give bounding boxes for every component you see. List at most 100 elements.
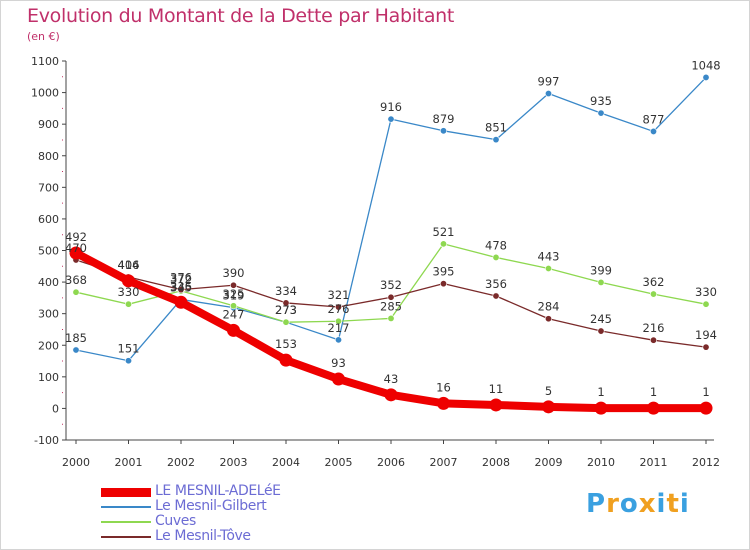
data-point bbox=[227, 323, 240, 337]
data-point bbox=[492, 136, 500, 144]
data-point bbox=[125, 357, 133, 365]
data-label: 276 bbox=[328, 302, 350, 316]
chart-title: Evolution du Montant de la Dette par Hab… bbox=[27, 5, 455, 27]
data-label: 492 bbox=[65, 230, 87, 244]
data-label: 521 bbox=[433, 225, 455, 239]
data-point bbox=[647, 401, 660, 415]
legend-swatch bbox=[101, 521, 151, 523]
data-point bbox=[174, 295, 188, 309]
data-label: 1048 bbox=[691, 58, 720, 72]
data-point bbox=[492, 292, 500, 300]
y-tick-label: 800 bbox=[38, 150, 59, 163]
data-point bbox=[649, 127, 657, 135]
x-tick-label: 2007 bbox=[430, 456, 458, 469]
y-tick-label: 200 bbox=[38, 339, 59, 352]
data-point bbox=[230, 302, 238, 310]
logo-letter: t bbox=[666, 489, 680, 519]
logo-letter: o bbox=[619, 489, 639, 519]
chart-unit-label: (en €) bbox=[27, 30, 60, 43]
data-point bbox=[649, 336, 657, 344]
data-label: 399 bbox=[590, 263, 612, 277]
data-label: 390 bbox=[223, 266, 245, 280]
data-point bbox=[72, 346, 80, 354]
data-label: 93 bbox=[331, 356, 346, 370]
data-label: 151 bbox=[118, 342, 140, 356]
data-point bbox=[439, 280, 447, 288]
data-label: 185 bbox=[65, 331, 87, 345]
legend-label: Le Mesnil-Tôve bbox=[155, 528, 251, 544]
data-point bbox=[702, 73, 710, 81]
data-label: 935 bbox=[590, 94, 612, 108]
logo-letter: i bbox=[656, 489, 667, 519]
data-label: 395 bbox=[433, 265, 455, 279]
data-point bbox=[72, 288, 80, 296]
data-label: 352 bbox=[380, 278, 402, 292]
chart-axes: -100 0 100 200 300 400 500 600 700 800 900 1000 1100… bbox=[31, 55, 720, 469]
series-layer bbox=[69, 73, 713, 415]
data-label: 273 bbox=[275, 303, 297, 317]
data-label: 194 bbox=[695, 328, 717, 342]
data-label: 273 bbox=[275, 303, 297, 317]
data-label: 330 bbox=[118, 285, 140, 299]
x-tick-label: 2009 bbox=[535, 456, 563, 469]
data-point bbox=[387, 115, 395, 123]
data-label: 443 bbox=[538, 250, 560, 264]
data-point bbox=[387, 293, 395, 301]
data-label: 376 bbox=[170, 271, 192, 285]
data-label: 11 bbox=[489, 382, 504, 396]
y-tick-label: 1000 bbox=[31, 87, 59, 100]
data-point bbox=[649, 290, 657, 298]
data-label: 325 bbox=[223, 287, 245, 301]
x-tick-label: 2002 bbox=[167, 456, 195, 469]
data-point bbox=[332, 372, 345, 386]
data-label: 879 bbox=[433, 112, 455, 126]
data-label: 356 bbox=[485, 277, 507, 291]
data-label: 216 bbox=[643, 321, 665, 335]
y-tick-label: 400 bbox=[38, 276, 59, 289]
data-label: 285 bbox=[380, 299, 402, 313]
x-tick-label: 2011 bbox=[640, 456, 668, 469]
legend-swatch bbox=[101, 536, 151, 538]
data-label: 321 bbox=[328, 288, 350, 302]
y-tick-label: 900 bbox=[38, 118, 59, 131]
data-label: 247 bbox=[223, 307, 245, 321]
data-label: 245 bbox=[590, 312, 612, 326]
data-label: 404 bbox=[118, 258, 140, 272]
data-point bbox=[387, 314, 395, 322]
legend-label: Le Mesnil-Gilbert bbox=[155, 498, 267, 514]
data-point bbox=[334, 303, 342, 311]
data-point bbox=[544, 90, 552, 98]
data-point bbox=[544, 265, 552, 273]
data-point bbox=[597, 278, 605, 286]
logo-letter: i bbox=[679, 489, 690, 519]
data-label: 284 bbox=[538, 300, 560, 314]
data-point bbox=[597, 109, 605, 117]
data-label: 1 bbox=[702, 385, 709, 399]
x-tick-label: 2010 bbox=[587, 456, 615, 469]
y-tick-label: 100 bbox=[38, 371, 59, 384]
data-point bbox=[125, 300, 133, 308]
proxiti-logo: Proxiti bbox=[586, 489, 690, 519]
data-label: 330 bbox=[695, 285, 717, 299]
data-point bbox=[544, 315, 552, 323]
data-label: 16 bbox=[436, 380, 451, 394]
data-point bbox=[492, 253, 500, 261]
x-tick-label: 2006 bbox=[377, 456, 405, 469]
data-label: 334 bbox=[275, 284, 297, 298]
x-tick-label: 2004 bbox=[272, 456, 300, 469]
logo-letter: P bbox=[586, 489, 607, 519]
data-label: 368 bbox=[65, 273, 87, 287]
data-point bbox=[437, 396, 450, 410]
y-tick-label: 1100 bbox=[31, 55, 59, 68]
x-tick-label: 2001 bbox=[115, 456, 143, 469]
data-point bbox=[699, 401, 713, 415]
data-point bbox=[122, 274, 135, 288]
data-label: 851 bbox=[485, 121, 507, 135]
series-0 bbox=[69, 246, 713, 415]
data-label: 5 bbox=[545, 384, 552, 398]
data-label: 345 bbox=[170, 280, 192, 294]
data-point bbox=[279, 353, 293, 367]
data-label: 43 bbox=[384, 372, 399, 386]
